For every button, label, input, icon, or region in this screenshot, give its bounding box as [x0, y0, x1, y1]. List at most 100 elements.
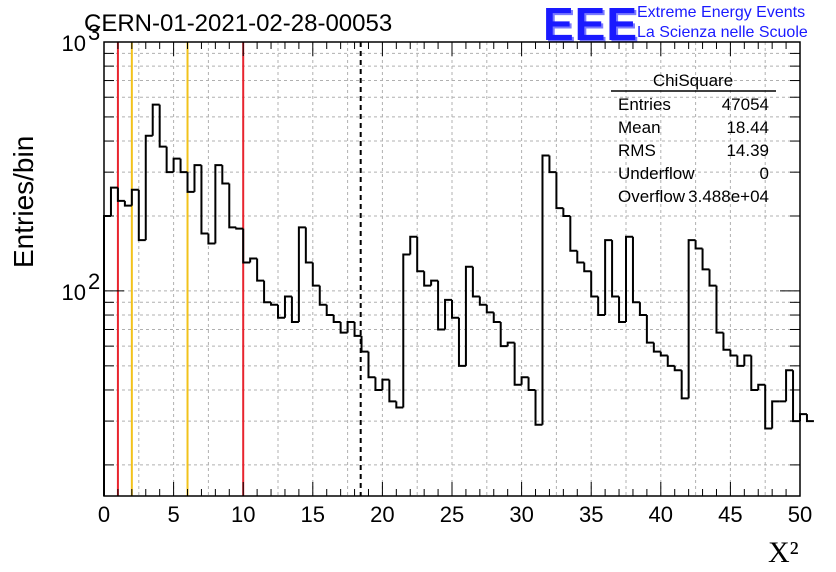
histogram-bin: [590, 271, 599, 298]
histogram-bin: [604, 239, 613, 316]
logo-subtitle-line1: Extreme Energy Events: [637, 4, 806, 21]
histogram-bin: [318, 285, 327, 306]
histogram-bin: [179, 158, 188, 174]
histogram-bin: [799, 413, 807, 422]
chart-title: CERN-01-2021-02-28-00053: [84, 10, 393, 37]
histogram-bin: [158, 104, 167, 148]
histogram-bin: [437, 280, 446, 331]
histogram-bin: [715, 285, 724, 334]
histogram-bin: [555, 172, 564, 210]
histogram-bin: [666, 355, 675, 367]
histogram-bin: [416, 236, 425, 273]
plot-frame: [103, 41, 801, 497]
histogram-bin: [193, 164, 202, 192]
histogram-bin: [792, 370, 800, 423]
x-tick-label: 5: [167, 502, 179, 527]
histogram-bin: [395, 401, 404, 409]
x-tick-label: 45: [718, 502, 742, 527]
stats-value: 3.488e+04: [688, 187, 769, 206]
stats-label: Mean: [618, 118, 661, 137]
histogram-bin: [583, 262, 592, 273]
histogram-bin: [694, 240, 703, 250]
histogram-bin: [277, 304, 285, 319]
reference-lines: [116, 42, 362, 496]
histogram-bin: [297, 226, 306, 323]
histogram-bin: [304, 227, 313, 264]
histogram-bin: [457, 317, 466, 367]
histogram-bin: [464, 265, 473, 366]
histogram-bin: [207, 233, 216, 245]
histogram-bin: [527, 377, 536, 391]
histogram-bin: [611, 240, 620, 298]
histogram-bin: [249, 257, 258, 263]
histogram-bin: [311, 262, 320, 287]
x-tick-label: 30: [509, 502, 533, 527]
histogram-bin: [743, 354, 752, 366]
histogram-bin: [618, 296, 626, 324]
histogram-bin: [242, 228, 251, 264]
histogram-bin: [499, 322, 508, 348]
histogram-bin: [757, 383, 766, 390]
histogram-bin: [548, 155, 557, 174]
histogram-bin: [638, 302, 647, 317]
histogram-bin: [116, 187, 125, 202]
y-tick-label: 10: [62, 31, 86, 56]
histogram-bin: [534, 389, 543, 426]
histogram-bin: [722, 332, 731, 351]
histogram-bin: [103, 214, 111, 496]
histogram-bin: [576, 250, 585, 264]
histogram-bin: [520, 376, 529, 385]
histogram-bin: [673, 365, 682, 372]
histogram-bin: [764, 384, 773, 430]
histogram-bin: [409, 235, 418, 255]
y-tick-label-exponent: 3: [88, 20, 100, 45]
histogram-bin: [625, 235, 633, 323]
histogram-bin: [513, 342, 522, 386]
histogram-bin: [506, 341, 515, 347]
histogram-bin: [325, 304, 334, 317]
histogram-bin: [353, 322, 362, 337]
histogram-bin: [130, 188, 139, 206]
stats-box: ChiSquare Entries 47054 Mean 18.44 RMS 14.39 Un…: [611, 71, 776, 206]
histogram-bin: [750, 355, 759, 391]
stats-title: ChiSquare: [653, 71, 733, 90]
histogram-bin: [151, 103, 160, 136]
histogram-bin: [123, 200, 132, 207]
histogram-bin: [430, 279, 439, 286]
x-tick-label: 40: [649, 502, 673, 527]
stats-value: 14.39: [726, 141, 769, 160]
histogram-bin: [471, 266, 480, 298]
histogram-bin: [228, 183, 237, 229]
histogram-bin: [346, 321, 355, 333]
x-axis-label: X²: [768, 536, 799, 569]
histogram-bin: [569, 215, 578, 252]
histogram-bin: [562, 208, 571, 217]
histogram-bin: [771, 400, 780, 429]
stats-value: 47054: [722, 95, 769, 114]
histogram-bin: [736, 355, 745, 367]
histogram-bin: [659, 351, 668, 357]
histogram-bin: [680, 370, 689, 400]
y-tick-label-exponent: 2: [88, 269, 100, 294]
histogram-bin: [631, 236, 640, 304]
histogram-bin: [200, 165, 209, 235]
histogram-bin: [485, 304, 494, 314]
x-tick-label: 15: [301, 502, 325, 527]
x-tick-label: 35: [579, 502, 603, 527]
histogram-bin: [165, 146, 174, 174]
histogram-bin: [339, 322, 348, 334]
histogram-bin: [109, 186, 118, 216]
histogram-bin: [235, 227, 244, 230]
histogram-bin: [687, 239, 696, 399]
histogram-bin: [645, 315, 654, 344]
histogram-bin: [708, 269, 717, 287]
histogram-bin: [270, 302, 278, 306]
histogram-bin: [172, 157, 181, 173]
grid: [104, 42, 800, 496]
logo-subtitle-line2: La Scienza nelle Scuole: [637, 24, 808, 41]
histogram-bin: [374, 377, 383, 391]
x-tick-label: 20: [370, 502, 394, 527]
histogram-bin: [444, 298, 452, 330]
